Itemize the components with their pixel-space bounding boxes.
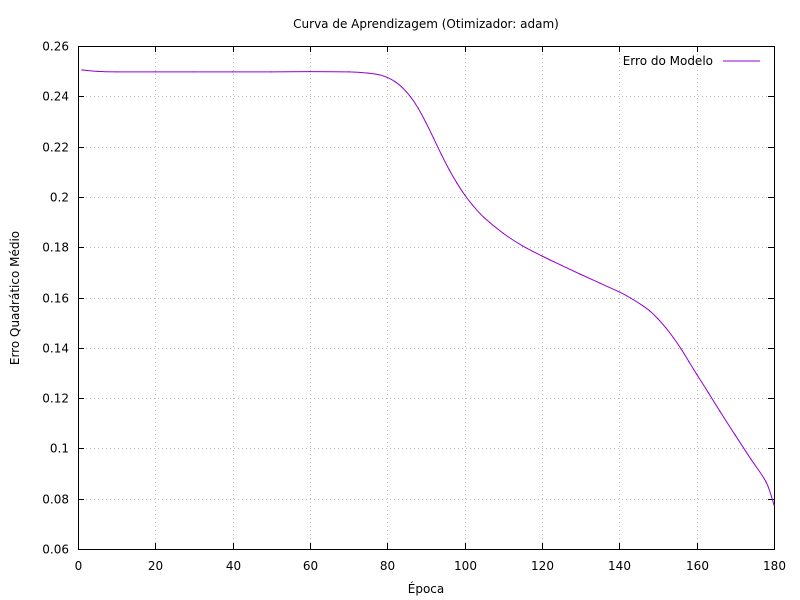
y-tick-label: 0.22 [42,141,69,155]
chart-title: Curva de Aprendizagem (Otimizador: adam) [293,17,559,31]
x-tick-label: 120 [531,559,554,573]
data-point [96,70,98,72]
x-tick-label: 80 [380,559,395,573]
x-axis-label: Época [408,581,445,596]
x-tick-label: 100 [454,559,477,573]
y-tick-label: 0.1 [50,442,69,456]
data-point [309,71,311,73]
data-point [456,182,458,184]
plot-frame [78,46,775,550]
data-point [81,69,83,71]
series-line-erro-do-modelo [81,69,775,506]
data-point [560,264,562,266]
data-point [425,122,427,124]
data-point [440,154,443,156]
data-point [649,310,651,312]
data-point [734,434,736,436]
data-point [116,71,118,73]
data-point [618,291,620,293]
data-point [367,72,369,74]
x-tick-label: 60 [303,559,318,573]
y-tick-label: 0.16 [42,292,69,306]
data-point [719,410,721,412]
data-point [773,504,775,506]
x-tick-label: 0 [75,559,83,573]
data-point [394,81,396,83]
y-tick-label: 0.2 [50,191,69,205]
y-tick-label: 0.06 [42,543,69,557]
data-point [688,361,690,363]
data-point [765,481,767,483]
legend: Erro do Modelo [623,54,760,68]
data-point [471,204,473,206]
series-layer [81,69,775,506]
data-point [750,458,752,460]
data-point [154,71,156,73]
y-tick-label: 0.24 [42,90,69,104]
legend-label-erro-do-modelo: Erro do Modelo [623,54,713,68]
x-tick-label: 20 [148,559,163,573]
x-tick-label: 140 [608,559,631,573]
y-tick-label: 0.14 [42,342,69,356]
data-point [580,273,582,275]
data-point [448,169,450,171]
grid-lines [78,46,774,549]
data-point [657,318,659,320]
x-tick-label: 160 [686,559,709,573]
data-point [483,216,485,219]
data-point [464,194,466,196]
data-point [193,71,195,73]
y-tick-label: 0.26 [42,40,69,54]
data-point [417,107,419,109]
data-point [502,232,504,234]
data-point [541,255,543,257]
y-tick-label: 0.18 [42,241,69,255]
data-point [707,391,709,394]
data-point [409,96,412,98]
data-point [270,71,272,73]
data-point [379,74,381,76]
x-tick-label: 180 [763,559,786,573]
data-point [599,282,601,284]
y-tick-label: 0.12 [42,392,69,406]
data-point [680,348,682,350]
data-point [232,71,234,73]
x-tick-label: 40 [226,559,241,573]
data-point [672,337,675,339]
data-point [696,373,698,375]
data-point [641,304,644,307]
data-point [433,137,435,140]
data-point [665,327,667,329]
data-point [522,245,524,247]
data-point [348,71,350,73]
data-point [402,87,404,89]
tick-labels: 0.06 0.08 0.1 0.12 0.14 0.16 0.18 0.2 0.22 0.24 0.… [42,40,786,574]
y-tick-label: 0.08 [42,493,69,507]
data-point [630,297,632,299]
data-point [386,76,388,79]
y-axis-label: Erro Quadrático Médio [8,231,22,365]
